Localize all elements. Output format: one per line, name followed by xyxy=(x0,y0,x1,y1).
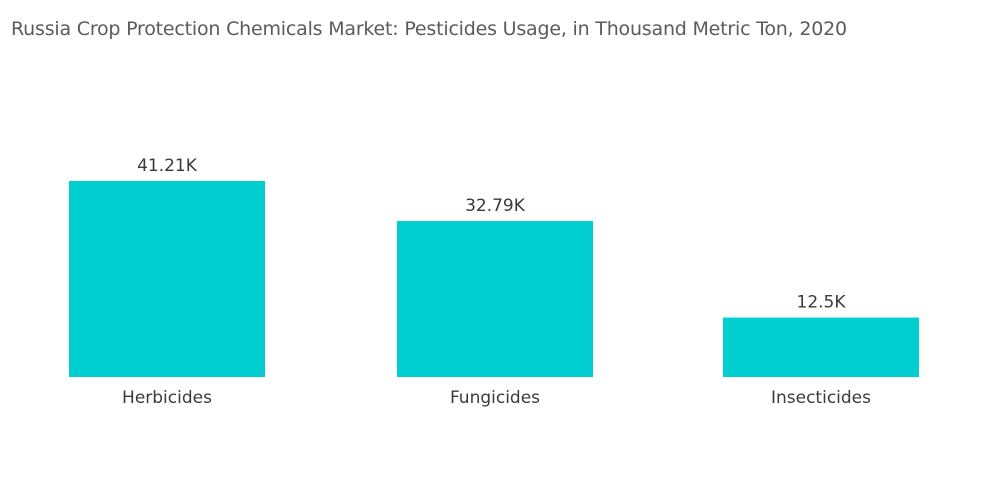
bar-fungicides xyxy=(397,221,593,377)
data-label-herbicides: 41.21K xyxy=(137,156,198,176)
data-label-insecticides: 12.5K xyxy=(797,293,847,313)
bars-group xyxy=(69,181,919,377)
category-label-fungicides: Fungicides xyxy=(450,388,540,408)
category-label-herbicides: Herbicides xyxy=(122,388,212,408)
category-label-insecticides: Insecticides xyxy=(771,388,871,408)
category-labels-group: Herbicides Fungicides Insecticides xyxy=(122,388,871,408)
bar-herbicides xyxy=(69,181,265,377)
data-label-fungicides: 32.79K xyxy=(465,196,526,216)
data-labels-group: 41.21K 32.79K 12.5K xyxy=(137,156,846,313)
chart-title: Russia Crop Protection Chemicals Market:… xyxy=(11,18,847,40)
bar-insecticides xyxy=(723,317,919,377)
